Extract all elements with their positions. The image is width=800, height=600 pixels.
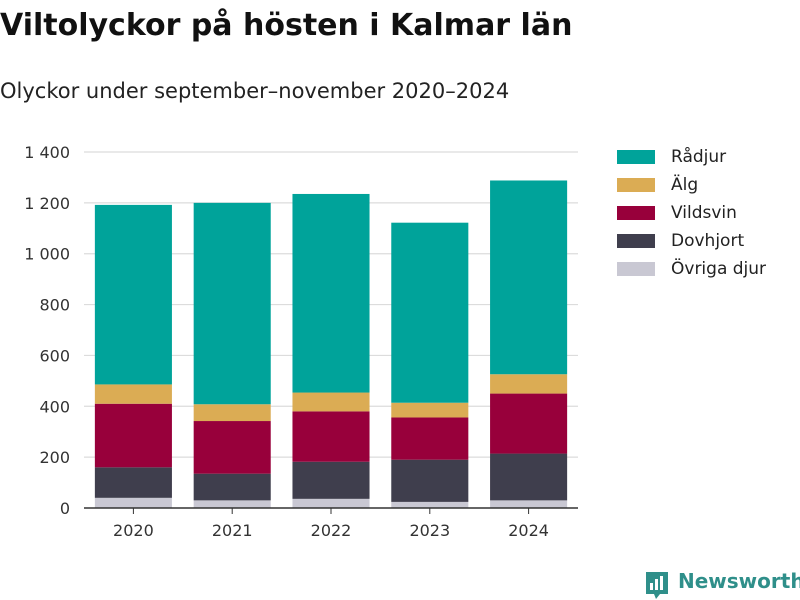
bar-segment bbox=[490, 500, 568, 508]
bar-segment bbox=[94, 497, 172, 508]
bar-segment bbox=[292, 193, 370, 393]
bars bbox=[94, 180, 568, 508]
bar-segment bbox=[94, 403, 172, 468]
chart-subtitle: Olyckor under september–november 2020–20… bbox=[0, 79, 510, 103]
bar-segment bbox=[391, 417, 469, 460]
y-tick-label: 0 bbox=[60, 499, 70, 518]
bar-segment bbox=[490, 393, 568, 454]
bar-segment bbox=[94, 384, 172, 404]
legend-label: Älg bbox=[671, 175, 699, 195]
x-tick-label: 2020 bbox=[113, 521, 154, 540]
y-tick-label: 600 bbox=[39, 346, 70, 365]
legend-swatch bbox=[617, 234, 655, 248]
legend-swatch bbox=[617, 178, 655, 192]
x-tick-label: 2021 bbox=[212, 521, 253, 540]
legend-label: Vildsvin bbox=[671, 203, 737, 223]
x-tick-label: 2024 bbox=[508, 521, 549, 540]
bar-segment bbox=[193, 404, 271, 422]
bar-segment bbox=[94, 467, 172, 498]
y-tick-label: 1 200 bbox=[24, 194, 70, 213]
x-tick-label: 2022 bbox=[311, 521, 352, 540]
bar-segment bbox=[193, 473, 271, 501]
x-tick-label: 2023 bbox=[409, 521, 450, 540]
legend-swatch bbox=[617, 262, 655, 276]
legend-label: Övriga djur bbox=[671, 259, 767, 279]
bar-segment bbox=[391, 402, 469, 418]
bar-segment bbox=[193, 202, 271, 405]
y-tick-label: 1 400 bbox=[24, 143, 70, 162]
legend-label: Dovhjort bbox=[671, 231, 745, 251]
y-tick-label: 400 bbox=[39, 397, 70, 416]
bar-segment bbox=[490, 374, 568, 394]
brand-name: Newsworthy bbox=[678, 569, 800, 593]
legend-label: Rådjur bbox=[671, 147, 727, 167]
bar-segment bbox=[193, 421, 271, 474]
bar-segment bbox=[94, 204, 172, 385]
bar-segment bbox=[391, 459, 469, 502]
bar-segment bbox=[292, 461, 370, 499]
legend-swatch bbox=[617, 206, 655, 220]
bar-segment bbox=[292, 498, 370, 508]
bar-segment bbox=[292, 411, 370, 462]
bar-segment bbox=[490, 453, 568, 501]
legend-swatch bbox=[617, 150, 655, 164]
bar-segment bbox=[193, 500, 271, 508]
y-tick-label: 800 bbox=[39, 296, 70, 315]
y-axis-ticks: 0 200 400 600 800 1 000 1 200 1 400 bbox=[24, 143, 70, 518]
chart-title: Viltolyckor på hösten i Kalmar län bbox=[0, 8, 573, 43]
y-tick-label: 1 000 bbox=[24, 245, 70, 264]
newsworthy-logo-icon bbox=[646, 572, 668, 599]
bar-segment bbox=[490, 180, 568, 375]
bar-segment bbox=[391, 501, 469, 508]
bar-segment bbox=[391, 222, 469, 403]
bar-segment bbox=[292, 392, 370, 412]
y-tick-label: 200 bbox=[39, 448, 70, 467]
x-axis-ticks: 2020 2021 2022 2023 2024 bbox=[113, 508, 549, 540]
